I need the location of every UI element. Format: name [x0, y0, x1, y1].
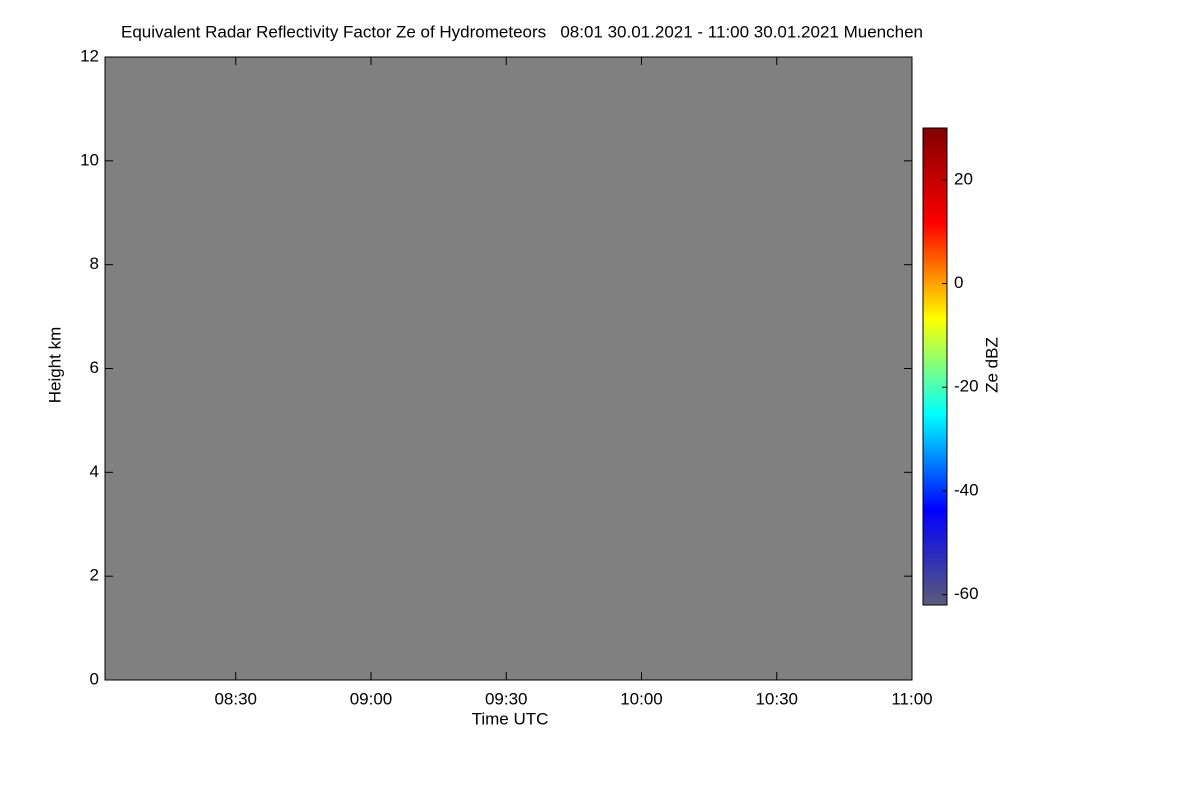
y-tick-label: 10 — [80, 150, 99, 169]
x-tick-label: 10:00 — [620, 689, 663, 708]
x-tick-label: 10:30 — [755, 689, 798, 708]
colorbar-tick-label: -60 — [954, 584, 979, 603]
chart-title: Equivalent Radar Reflectivity Factor Ze … — [121, 22, 923, 41]
plot-background — [105, 57, 912, 680]
y-tick-label: 2 — [90, 566, 99, 585]
x-tick-label: 08:30 — [214, 689, 257, 708]
colorbar-tick-label: -40 — [954, 480, 979, 499]
colorbar-tick-label: -20 — [954, 377, 979, 396]
y-tick-label: 12 — [80, 46, 99, 65]
y-tick-label: 4 — [90, 462, 99, 481]
x-tick-label: 09:30 — [485, 689, 528, 708]
colorbar-tick-label: 20 — [954, 169, 973, 188]
x-axis-label: Time UTC — [472, 709, 549, 728]
x-tick-label: 09:00 — [350, 689, 393, 708]
colorbar-tick-label: 0 — [954, 273, 963, 292]
y-tick-label: 6 — [90, 358, 99, 377]
x-tick-label: 11:00 — [891, 689, 932, 708]
y-tick-label: 0 — [90, 669, 99, 688]
y-axis-label: Height km — [45, 327, 64, 404]
colorbar-label: Ze dBZ — [982, 337, 1001, 393]
y-tick-label: 8 — [90, 254, 99, 273]
colorbar — [922, 127, 948, 606]
